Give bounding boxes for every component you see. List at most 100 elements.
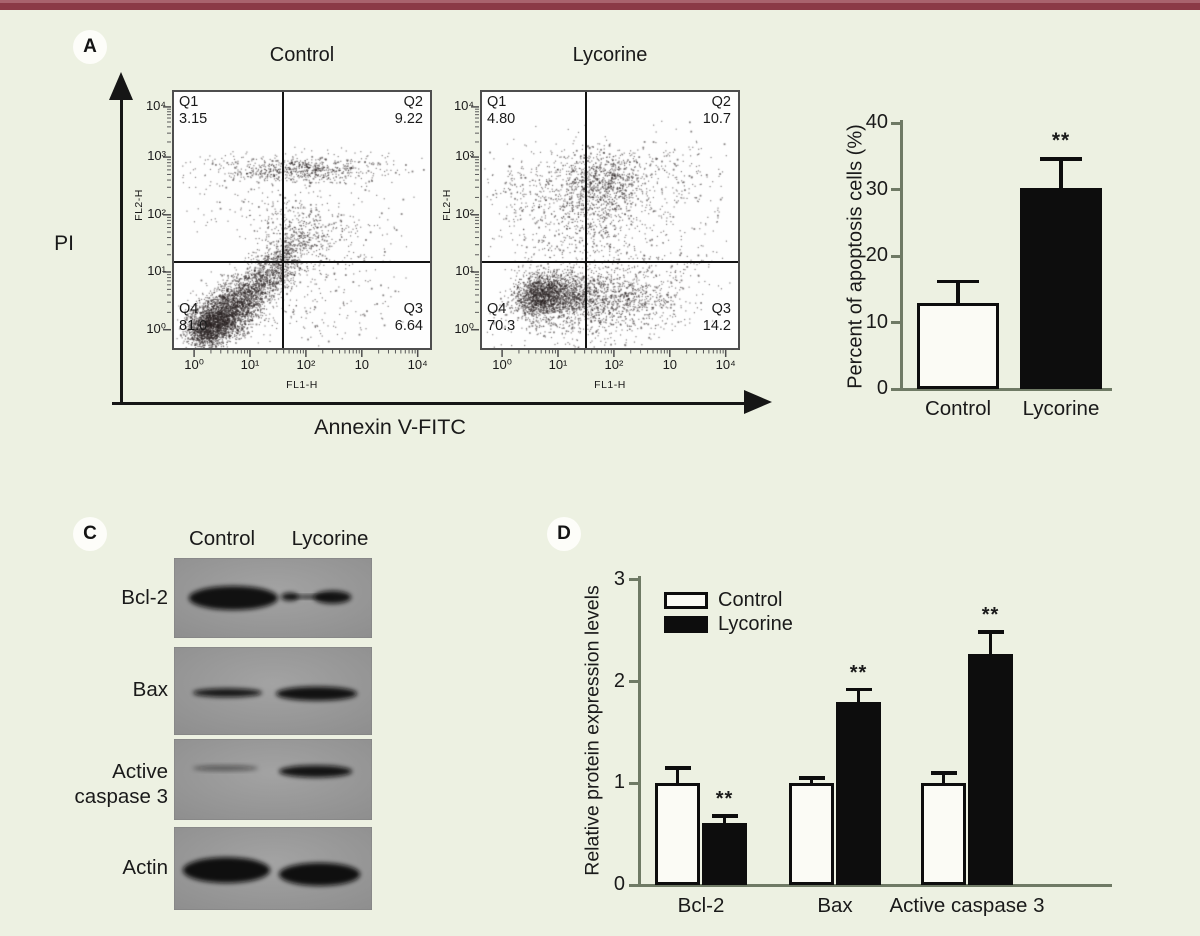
flow-y-tick-label: 10¹ <box>147 263 166 278</box>
quadrant-label-q4: Q4 70.3 <box>487 301 515 335</box>
flow-x-axis-ticks <box>501 350 727 357</box>
quadrant-id: Q4 <box>179 301 199 317</box>
chart-d-y-tick <box>629 680 639 684</box>
chart-d-category-label: Bax <box>817 894 853 917</box>
blot-row-label: caspase 3 <box>74 785 168 808</box>
chart-b-error-bar-0-line <box>956 281 960 303</box>
chart-b-bar-lycorine <box>1020 187 1102 389</box>
chart-d-y-tick <box>629 883 639 887</box>
chart-d-x-axis <box>638 883 1112 887</box>
chart-b-y-tick-label: 20 <box>865 244 888 266</box>
blot-row-label: Bax <box>132 678 168 701</box>
chart-d-significance-marker: ** <box>981 603 1000 626</box>
flow-x-axis-name: FL1-H <box>594 379 626 391</box>
panel-c-label: C <box>73 517 107 551</box>
flow-y-axis-name: FL2-H <box>133 189 145 222</box>
flow-y-tick-label: 10³ <box>455 148 474 164</box>
chart-d-y-tick-label: 0 <box>613 873 625 895</box>
flow-x-axis-label: Annexin V-FITC <box>314 415 466 439</box>
quadrant-label-q2: Q2 10.7 <box>703 94 731 128</box>
blot-row-label: Active <box>112 760 168 783</box>
flow-x-tick-label: 10⁴ <box>715 357 736 372</box>
quadrant-label-q2: Q2 9.22 <box>395 94 423 128</box>
blot-image-2 <box>174 739 372 820</box>
blot-column-header: Control <box>188 527 256 550</box>
flow-y-tick-label: 10³ <box>147 148 166 164</box>
flow-y-axis-ticks <box>163 106 171 331</box>
chart-d-bar-control-0 <box>655 783 700 885</box>
chart-d-bar-lycorine-1 <box>836 701 881 885</box>
blot-image-3 <box>174 827 372 910</box>
flow-y-axis-ticks <box>471 106 479 331</box>
panel-a-label: A <box>73 30 107 64</box>
flow-plot-frame: Q1 4.80 Q2 10.7 Q3 14.2 Q4 70.3 <box>480 90 740 350</box>
chart-d-y-tick <box>629 578 639 582</box>
chart-d-legend-swatch-control <box>664 592 708 609</box>
flow-x-tick-label: 10⁰ <box>184 357 204 372</box>
quadrant-label-q3: Q3 14.2 <box>703 301 731 335</box>
flow-x-tick-label: 10¹ <box>548 357 568 372</box>
quadrant-value: 6.64 <box>394 318 423 334</box>
quadrant-value: 3.15 <box>179 111 208 127</box>
chart-b-category-label: Lycorine <box>1022 397 1100 420</box>
top-accent-bar-highlight <box>0 0 1200 3</box>
chart-b-y-tick-label: 30 <box>865 177 888 200</box>
quadrant-label-q1: Q1 3.15 <box>179 94 207 128</box>
chart-b-x-axis <box>900 387 1112 391</box>
chart-d-y-tick-label: 2 <box>613 669 625 692</box>
chart-b-error-bar-0-cap <box>937 279 979 284</box>
quadrant-label-q4: Q4 81.0 <box>179 301 207 335</box>
chart-b-y-tick <box>891 254 901 258</box>
flow-scatter-canvas <box>174 92 430 348</box>
chart-d-legend-label: Control <box>718 589 783 611</box>
chart-d-significance-marker: ** <box>715 787 734 810</box>
blot-image-1 <box>174 647 372 735</box>
chart-d-error-bar-1-0-cap <box>711 814 738 818</box>
chart-d-error-bar-1-0-line <box>722 815 727 823</box>
quadrant-gate-horizontal <box>174 261 430 264</box>
flow-x-tick-label: 10¹ <box>240 357 260 372</box>
quadrant-value: 70.3 <box>487 318 516 334</box>
flow-y-tick-label: 10⁰ <box>146 320 166 336</box>
chart-d-legend-label: Lycorine <box>718 613 793 635</box>
chart-d-error-bar-0-1-line <box>809 778 814 784</box>
top-accent-bar <box>0 0 1200 10</box>
quadrant-id: Q1 <box>487 94 507 110</box>
flow-x-tick-label: 10⁰ <box>492 357 512 372</box>
chart-d-error-bar-0-1-cap <box>798 776 825 780</box>
chart-d-error-bar-1-1-cap <box>845 687 872 692</box>
chart-b-error-bar-1-cap <box>1040 157 1082 161</box>
chart-d-error-bar-0-2-cap <box>930 771 957 775</box>
chart-d-bar-lycorine-2 <box>968 654 1013 885</box>
flow-scatter-canvas <box>482 92 738 348</box>
chart-d-y-tick-label: 1 <box>613 771 625 794</box>
quadrant-id: Q1 <box>179 94 199 110</box>
quadrant-label-q3: Q3 6.64 <box>395 301 423 335</box>
flow-y-axis-arrow-line <box>120 98 123 404</box>
chart-d-error-bar-1-2-line <box>988 631 993 655</box>
flow-x-tick-label: 10 <box>354 357 370 372</box>
blot-column-header: Lycorine <box>291 527 369 550</box>
chart-d-error-bar-1-2-cap <box>977 630 1004 634</box>
quadrant-id: Q4 <box>487 301 507 317</box>
chart-d-significance-marker: ** <box>849 661 868 684</box>
chart-b-y-tick-label: 40 <box>865 111 888 133</box>
chart-b-y-tick <box>891 121 901 125</box>
quadrant-value: 81.0 <box>179 318 208 334</box>
flow-plot-title: Control <box>269 44 335 66</box>
quadrant-id: Q2 <box>711 94 731 110</box>
flow-y-tick-label: 10⁴ <box>453 97 474 113</box>
flow-x-tick-label: 10² <box>296 357 316 372</box>
flow-y-tick-label: 10² <box>455 205 474 221</box>
quadrant-value: 4.80 <box>487 111 516 127</box>
flow-x-tick-label: 10² <box>604 357 624 372</box>
chart-b-bar-control <box>917 302 999 389</box>
chart-d-bar-control-2 <box>921 783 966 885</box>
blot-row-label: Actin <box>122 856 168 879</box>
chart-d-category-label: Bcl-2 <box>677 894 725 917</box>
flow-plot-title: Lycorine <box>572 44 648 66</box>
chart-d-legend-swatch-lycorine <box>664 616 708 633</box>
chart-b-category-label: Control <box>924 397 992 420</box>
chart-d-y-axis-title: Relative protein expression levels <box>581 585 604 876</box>
